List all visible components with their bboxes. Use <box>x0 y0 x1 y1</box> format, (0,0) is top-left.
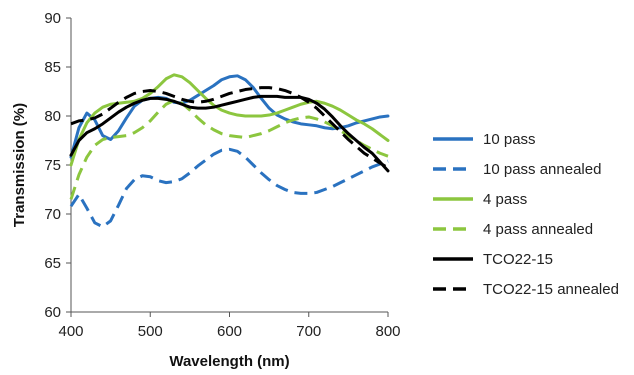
x-tick-label: 800 <box>375 323 400 340</box>
legend-label-tco22-15-annealed: TCO22-15 annealed <box>483 281 619 298</box>
series-line-tco22-15-annealed <box>70 86 389 170</box>
series-line-10-pass <box>69 74 390 159</box>
axes <box>70 18 388 313</box>
series-line-10-pass-annealed <box>69 147 389 229</box>
series-line-4-pass <box>69 73 390 167</box>
legend-label-10-pass-annealed: 10 pass annealed <box>483 161 601 178</box>
legend-label-4-pass-annealed: 4 pass annealed <box>483 221 593 238</box>
legend: 10 pass 10 pass annealed 4 pass 4 pass anne… <box>433 131 619 298</box>
x-axis-title: Wavelength (nm) <box>169 353 289 370</box>
x-tick-label: 500 <box>138 323 163 340</box>
y-axis-title: Transmission (%) <box>11 103 28 227</box>
y-tick-label: 70 <box>44 206 61 223</box>
series-line-tco22-15 <box>69 94 390 173</box>
x-tick-label: 600 <box>217 323 242 340</box>
x-tick-label: 400 <box>58 323 83 340</box>
x-tick-label: 700 <box>296 323 321 340</box>
y-tick-label: 80 <box>44 108 61 125</box>
legend-label-tco22-15: TCO22-15 <box>483 251 553 268</box>
y-tick-label: 90 <box>44 10 61 27</box>
legend-label-10-pass: 10 pass <box>483 131 536 148</box>
x-axis-ticks: 400 500 600 700 800 <box>58 312 401 340</box>
y-tick-label: 85 <box>44 59 61 76</box>
y-tick-label: 75 <box>44 157 61 174</box>
y-tick-label: 60 <box>44 304 61 321</box>
legend-label-4-pass: 4 pass <box>483 191 527 208</box>
y-axis-ticks: 60 65 70 75 80 85 90 <box>44 10 71 321</box>
y-tick-label: 65 <box>44 255 61 272</box>
plot-series <box>69 73 390 229</box>
